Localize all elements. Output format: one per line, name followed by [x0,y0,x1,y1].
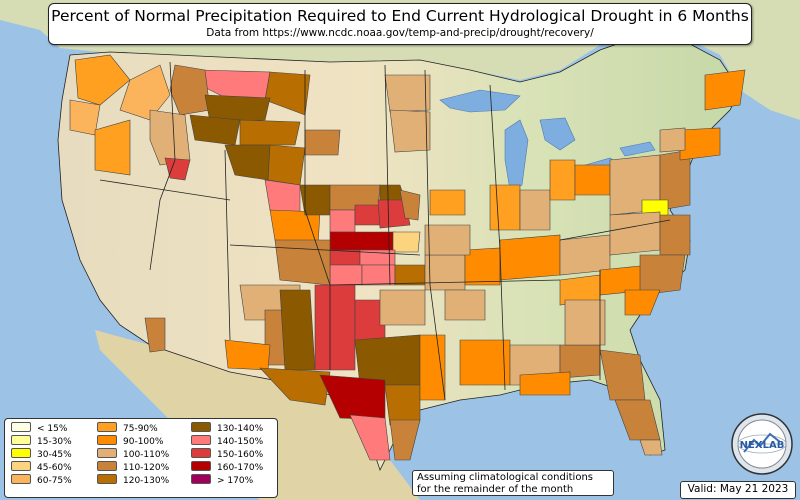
legend-label: 15-30% [37,437,72,447]
legend-item: 120-130% [97,474,169,487]
svg-text:NEXLAB: NEXLAB [740,440,785,451]
note-line-1: Assuming climatological conditions [417,472,593,483]
legend-item: 110-120% [97,461,169,474]
note-line-2: for the remainder of the month [417,484,574,495]
legend-column-2: 75-90% 90-100% 100-110% 110-120% 120-130% [97,422,169,487]
legend-label: < 15% [37,424,68,434]
legend-swatch [97,474,117,484]
legend-item: 130-140% [191,422,263,435]
legend-label: 130-140% [217,424,264,434]
state-borders [99,61,671,401]
legend-item: 15-30% [11,435,72,448]
legend-swatch [191,422,211,432]
legend-item: 60-75% [11,474,72,487]
title-box: Percent of Normal Precipitation Required… [48,3,752,45]
legend-item: 150-160% [191,448,263,461]
legend-swatch [97,422,117,432]
legend-label: 120-130% [123,476,170,486]
map-title: Percent of Normal Precipitation Required… [51,7,749,25]
legend-label: 45-60% [37,463,72,473]
assumption-note: Assuming climatological conditions for t… [412,470,614,496]
legend-label: 140-150% [217,437,264,447]
legend-swatch [191,461,211,471]
drought-regions [69,54,746,461]
legend-swatch [97,461,117,471]
legend-swatch [11,448,31,458]
map-subtitle: Data from https://www.ncdc.noaa.gov/temp… [206,27,594,39]
legend-label: > 170% [217,476,254,486]
legend-item: 140-150% [191,435,263,448]
mexico-land [95,330,420,500]
legend-swatch [11,474,31,484]
valid-date: Valid: May 21 2023 [680,481,796,499]
legend-column-3: 130-140% 140-150% 150-160% 160-170% > 170% [191,422,263,487]
legend-item: 160-170% [191,461,263,474]
legend-item: < 15% [11,422,72,435]
legend-label: 75-90% [123,424,158,434]
legend-item: 100-110% [97,448,169,461]
legend-label: 160-170% [217,463,264,473]
legend-swatch [11,422,31,432]
legend-label: 110-120% [123,463,170,473]
legend-swatch [191,448,211,458]
legend-item: 45-60% [11,461,72,474]
legend-label: 150-160% [217,450,264,460]
legend-label: 60-75% [37,476,72,486]
legend-item: 30-45% [11,448,72,461]
legend-column-1: < 15% 15-30% 30-45% 45-60% 60-75% [11,422,72,487]
nexlab-logo: NEXLAB [731,413,793,475]
legend-item: > 170% [191,474,263,487]
legend-swatch [11,435,31,445]
legend-label: 90-100% [123,437,164,447]
legend-swatch [191,435,211,445]
legend-swatch [191,474,211,484]
legend-item: 75-90% [97,422,169,435]
legend-swatch [97,435,117,445]
legend-swatch [97,448,117,458]
legend-item: 90-100% [97,435,169,448]
legend-label: 100-110% [123,450,170,460]
legend-swatch [11,461,31,471]
legend-label: 30-45% [37,450,72,460]
legend: < 15% 15-30% 30-45% 45-60% 60-75% 75-90% 90-1… [4,418,278,498]
